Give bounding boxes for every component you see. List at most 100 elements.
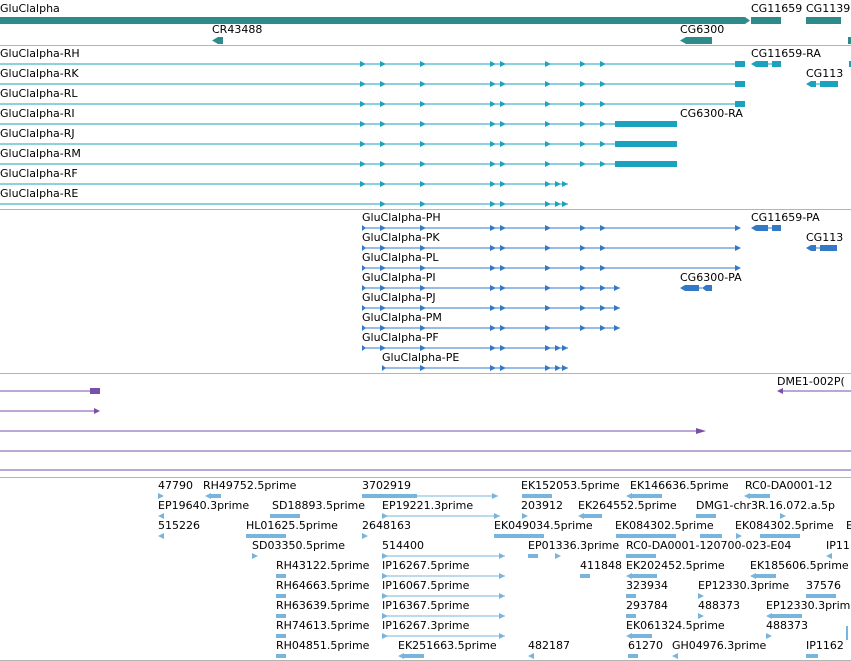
protein-label-pj[interactable]: GluClalpha-PJ <box>362 291 436 304</box>
transcript-glyph-cg11659-ra[interactable] <box>751 61 781 67</box>
protein-label-ph[interactable]: GluClalpha-PH <box>362 211 441 224</box>
est-label[interactable]: EK049034.5prime <box>494 519 593 532</box>
protein-label-cg113[interactable]: CG113 <box>806 231 844 244</box>
est-label[interactable]: EP19221.3prime <box>382 499 474 512</box>
est-label[interactable]: 293784 <box>626 599 668 612</box>
purple-glyph-2[interactable] <box>0 408 100 414</box>
transcript-label-rh[interactable]: GluClalpha-RH <box>0 47 80 60</box>
est-label[interactable]: EP01336.3prime <box>528 539 620 552</box>
est-label[interactable]: EK202452.5prime <box>626 559 725 572</box>
protein-glyph-pe[interactable] <box>382 365 568 371</box>
transcript-label-rk[interactable]: GluClalpha-RK <box>0 67 79 80</box>
est-label[interactable]: RH04851.5prime <box>276 639 370 652</box>
purple-glyph-dme1[interactable] <box>777 388 851 394</box>
est-label[interactable]: 411848 <box>580 559 622 572</box>
est-label[interactable]: 3702919 <box>362 479 411 492</box>
est-label[interactable]: 514400 <box>382 539 424 552</box>
transcript-glyph-rh[interactable] <box>0 61 745 67</box>
gene-label-cg6300[interactable]: CG6300 <box>680 23 725 36</box>
est-label[interactable]: RC0-DA0001-120700-023-E04 <box>626 539 792 552</box>
est-label[interactable]: EP12330.3prime <box>766 599 851 612</box>
est-label[interactable]: RH49752.5prime <box>203 479 297 492</box>
gene-glyph-cg1139[interactable] <box>806 17 841 24</box>
transcript-label-ri[interactable]: GluClalpha-RI <box>0 107 75 120</box>
protein-glyph-pk[interactable] <box>362 245 741 251</box>
transcript-label-rm[interactable]: GluClalpha-RM <box>0 147 81 160</box>
est-label[interactable]: IP1162 <box>806 639 844 652</box>
protein-label-pi[interactable]: GluClalpha-PI <box>362 271 436 284</box>
protein-glyph-pj[interactable] <box>362 305 620 311</box>
gene-glyph-cg11659[interactable] <box>751 17 781 24</box>
est-label[interactable]: IP16267.3prime <box>382 619 470 632</box>
transcript-label-rl[interactable]: GluClalpha-RL <box>0 87 78 100</box>
gene-label-cg1139[interactable]: CG1139 <box>806 2 851 15</box>
protein-glyph-pl[interactable] <box>362 265 741 271</box>
est-label[interactable]: EK152053.5prime <box>521 479 620 492</box>
est-label[interactable]: RH43122.5prime <box>276 559 370 572</box>
protein-label-pl[interactable]: GluClalpha-PL <box>362 251 439 264</box>
protein-glyph-cg113[interactable] <box>806 245 837 251</box>
est-label[interactable]: EK264552.5prime <box>578 499 677 512</box>
purple-label-dme1[interactable]: DME1-002P( <box>777 375 845 388</box>
protein-glyph-pm[interactable] <box>362 325 620 331</box>
est-label[interactable]: HL01625.5prime <box>246 519 338 532</box>
protein-label-pm[interactable]: GluClalpha-PM <box>362 311 442 324</box>
est-label[interactable]: IP16367.5prime <box>382 599 470 612</box>
est-label[interactable]: 515226 <box>158 519 200 532</box>
est-label[interactable]: EK084302.5prime <box>615 519 714 532</box>
est-label[interactable]: IP16067.5prime <box>382 579 470 592</box>
purple-glyph-1[interactable] <box>0 388 100 394</box>
est-label[interactable]: DMG1-chr3R.16.072.a.5p <box>696 499 835 512</box>
transcript-label-rf[interactable]: GluClalpha-RF <box>0 167 78 180</box>
protein-label-pk[interactable]: GluClalpha-PK <box>362 231 440 244</box>
transcript-label-cg113[interactable]: CG113 <box>806 67 844 80</box>
transcript-glyph-ri[interactable] <box>0 121 677 127</box>
transcript-label-cg6300-ra[interactable]: CG6300-RA <box>680 107 743 120</box>
protein-label-pe[interactable]: GluClalpha-PE <box>382 351 460 364</box>
transcript-glyph-re[interactable] <box>0 201 568 207</box>
est-label[interactable]: EK061324.5prime <box>626 619 725 632</box>
gene-glyph-cg6300[interactable] <box>680 37 686 44</box>
transcript-glyph-rk[interactable] <box>0 81 745 87</box>
est-label[interactable]: EK251663.5prime <box>398 639 497 652</box>
transcript-glyph-rj[interactable] <box>0 141 677 147</box>
est-label[interactable]: 47790 <box>158 479 193 492</box>
est-label[interactable]: E <box>846 519 851 532</box>
protein-glyph-cg11659-pa[interactable] <box>751 225 781 231</box>
est-label[interactable]: EK146636.5prime <box>630 479 729 492</box>
gene-glyph-cr43488[interactable] <box>212 37 218 44</box>
protein-glyph-cg6300-pa[interactable] <box>680 285 712 291</box>
est-label[interactable]: SD18893.5prime <box>272 499 365 512</box>
est-label[interactable]: 61270 <box>628 639 663 652</box>
est-label[interactable]: 482187 <box>528 639 570 652</box>
est-label[interactable]: 203912 <box>521 499 563 512</box>
est-label[interactable]: 2648163 <box>362 519 411 532</box>
est-label[interactable]: 488373 <box>766 619 808 632</box>
protein-glyph-pi[interactable] <box>362 285 620 291</box>
transcript-glyph-rm[interactable] <box>0 161 677 167</box>
est-label[interactable]: IP11 <box>826 539 850 552</box>
est-label[interactable]: 488373 <box>698 599 740 612</box>
gene-label-cr43488[interactable]: CR43488 <box>212 23 263 36</box>
est-label[interactable]: RH64663.5prime <box>276 579 370 592</box>
est-label[interactable]: EP12330.3prime <box>698 579 790 592</box>
est-label[interactable]: GH04976.3prime <box>672 639 767 652</box>
est-label[interactable]: RC0-DA0001-12 <box>745 479 833 492</box>
est-label[interactable]: EK185606.5prime <box>750 559 849 572</box>
est-label[interactable]: 323934 <box>626 579 668 592</box>
est-label[interactable]: RH74613.5prime <box>276 619 370 632</box>
est-label[interactable]: 37576 <box>806 579 841 592</box>
est-label[interactable]: EP19640.3prime <box>158 499 250 512</box>
est-label[interactable]: IP16267.5prime <box>382 559 470 572</box>
transcript-label-cg11659-ra[interactable]: CG11659-RA <box>751 47 821 60</box>
transcript-label-re[interactable]: GluClalpha-RE <box>0 187 79 200</box>
transcript-label-rj[interactable]: GluClalpha-RJ <box>0 127 75 140</box>
protein-glyph-ph[interactable] <box>362 225 741 231</box>
protein-label-cg11659-pa[interactable]: CG11659-PA <box>751 211 820 224</box>
gene-label-cg11659[interactable]: CG11659 <box>751 2 803 15</box>
protein-label-cg6300-pa[interactable]: CG6300-PA <box>680 271 742 284</box>
est-label[interactable]: RH63639.5prime <box>276 599 370 612</box>
est-label[interactable]: SD03350.5prime <box>252 539 345 552</box>
protein-label-pf[interactable]: GluClalpha-PF <box>362 331 439 344</box>
purple-glyph-3[interactable] <box>0 428 706 434</box>
